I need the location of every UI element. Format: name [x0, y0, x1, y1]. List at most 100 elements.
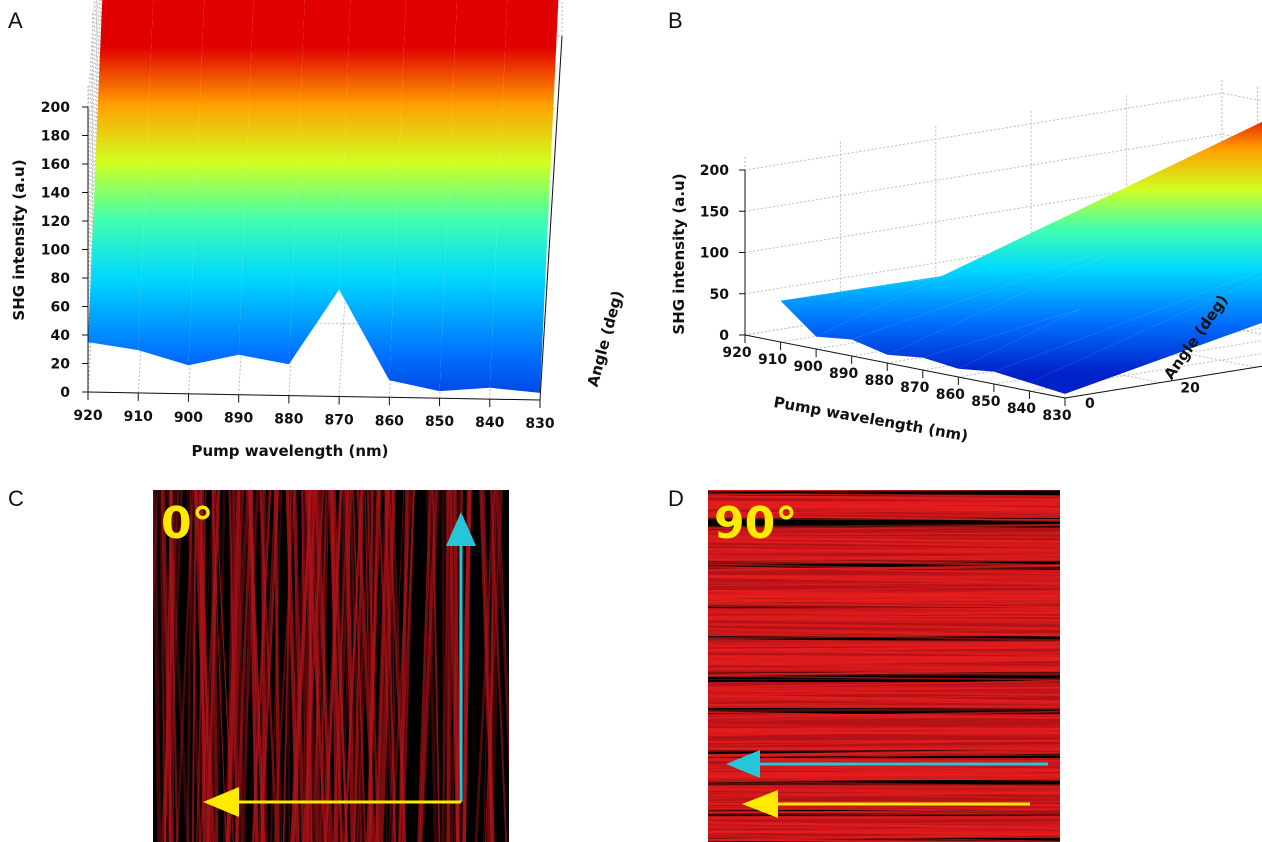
fiber — [708, 706, 1060, 710]
fiber — [153, 490, 159, 622]
fiber — [708, 581, 1060, 586]
fiber — [386, 490, 396, 842]
x-tick-label: 840 — [1007, 401, 1036, 417]
x-tick-label: 900 — [174, 410, 203, 426]
fiber — [708, 659, 1060, 669]
fiber — [708, 776, 1060, 780]
fiber — [708, 838, 1060, 842]
z-tick-label: 40 — [51, 328, 71, 344]
angle-label-90: 90° — [714, 498, 798, 549]
fiber — [708, 535, 1060, 544]
fiber — [708, 812, 1060, 816]
fiber — [708, 490, 859, 493]
grid-line — [744, 133, 1262, 212]
fiber — [708, 784, 1060, 788]
fiber — [258, 490, 278, 842]
fiber — [418, 490, 438, 842]
fiber — [708, 555, 1060, 562]
fiber — [708, 537, 1060, 543]
fiber — [293, 490, 300, 842]
fiber — [162, 490, 174, 842]
fiber — [708, 689, 1060, 697]
fiber — [708, 780, 1060, 788]
fiber — [331, 490, 338, 842]
fiber — [708, 585, 1060, 592]
panel-label-b: B — [668, 8, 683, 33]
fiber — [273, 490, 283, 842]
fiber — [373, 490, 389, 842]
fiber — [708, 526, 1060, 530]
fiber — [319, 490, 330, 842]
fiber — [708, 646, 1060, 651]
x-tick-label: 890 — [224, 411, 253, 427]
fiber — [708, 694, 1060, 704]
x-axis-line — [87, 391, 541, 401]
z-tick-label: 0 — [719, 328, 729, 344]
x-tick-label: 900 — [793, 359, 822, 375]
surface-patch — [851, 184, 1262, 355]
grid-line — [338, 32, 362, 397]
panel-label-d: D — [668, 486, 684, 511]
surface-patch — [138, 0, 205, 366]
fiber — [351, 490, 367, 842]
fiber — [708, 658, 1060, 665]
fiber — [708, 826, 1060, 833]
fiber — [708, 558, 1060, 567]
surface-patch — [958, 219, 1262, 372]
z-axis-title-b: SHG intensity (a.u) — [670, 173, 688, 334]
fiber — [708, 655, 1060, 660]
fiber — [708, 784, 1060, 789]
x-tick-label: 920 — [73, 408, 102, 424]
fiber — [708, 642, 1060, 646]
fiber — [708, 549, 1060, 555]
fiber — [708, 821, 1060, 830]
fiber — [708, 610, 1060, 618]
y-axis-line — [1064, 365, 1262, 399]
panel-label-a: A — [8, 8, 23, 33]
x-tick-label: 870 — [900, 380, 929, 396]
arrowhead-up-icon — [446, 512, 476, 546]
fiber — [708, 704, 1060, 708]
fiber — [708, 689, 1060, 696]
grid-line — [87, 0, 104, 250]
fiber — [484, 490, 500, 842]
fiber — [708, 535, 1060, 541]
z-tick-label: 140 — [41, 186, 70, 202]
grid-line — [87, 0, 102, 222]
arrowhead-left-icon — [203, 787, 239, 817]
fiber — [708, 811, 1060, 819]
fiber — [314, 490, 333, 842]
fiber — [708, 532, 1060, 536]
fiber — [708, 639, 1060, 644]
fiber — [708, 714, 1060, 722]
x-tick-label: 830 — [525, 416, 554, 432]
fiber — [708, 816, 1060, 825]
fiber — [708, 672, 1060, 675]
fiber — [708, 791, 1060, 800]
fiber — [708, 829, 1060, 833]
fiber — [708, 694, 1060, 702]
microscopy-image-0deg: 0° — [153, 490, 509, 842]
fiber — [398, 490, 415, 842]
fiber — [708, 834, 1060, 842]
arrowhead-left-cyan-icon — [726, 750, 760, 778]
fiber — [708, 684, 1060, 690]
fiber — [345, 490, 355, 842]
fiber — [708, 708, 1060, 712]
fiber — [302, 490, 325, 842]
fiber — [388, 490, 405, 842]
fiber — [708, 675, 1060, 681]
surface-patch — [238, 0, 305, 365]
z-tick-label: 150 — [700, 204, 729, 220]
angle-label-0: 0° — [161, 498, 214, 549]
fiber — [708, 598, 1060, 606]
fiber — [292, 490, 306, 842]
fiber — [708, 594, 1060, 601]
fiber — [483, 490, 492, 842]
fiber — [161, 490, 179, 842]
fiber — [317, 490, 331, 842]
surface-patch — [389, 0, 458, 392]
surface-patch — [922, 219, 1262, 369]
fiber — [708, 774, 1060, 779]
fiber — [426, 490, 438, 842]
